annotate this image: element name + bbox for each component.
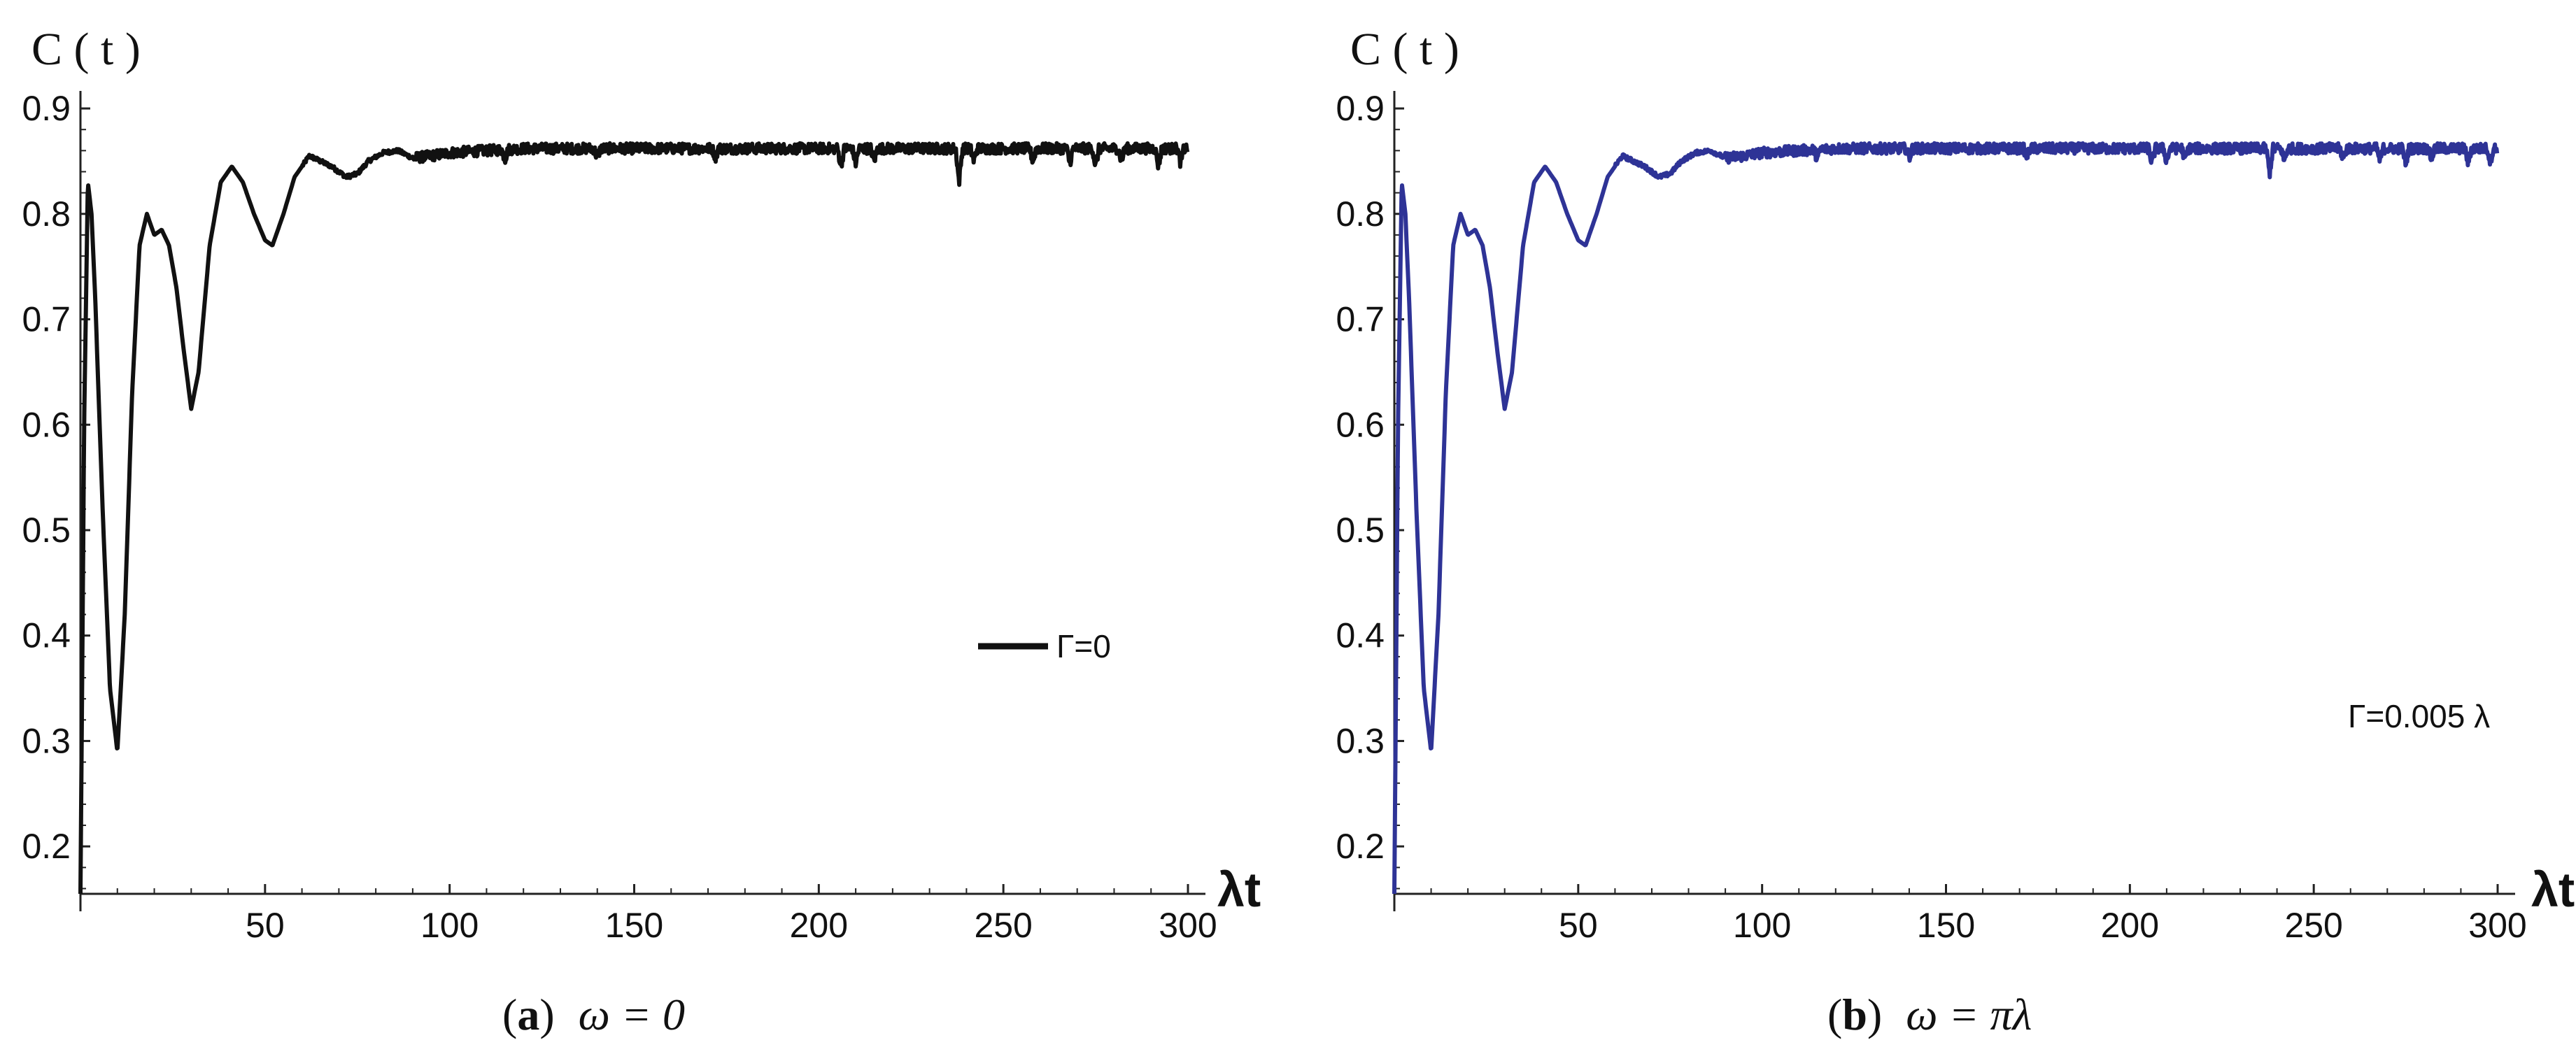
legend: Γ=0 (978, 628, 1111, 664)
y-tick-label: 0.6 (1336, 405, 1385, 444)
x-tick-label: 200 (2101, 906, 2159, 945)
y-axis: 0.2 0.3 0.4 0.5 0.6 0.7 0.8 0.9 (1336, 89, 1404, 911)
caption-close-paren: ) (539, 990, 554, 1039)
caption-open-paren: ( (502, 990, 517, 1039)
y-tick-label: 0.7 (22, 300, 71, 339)
legend-label: Γ=0 (1056, 628, 1111, 664)
y-axis: 0.2 0.3 0.4 0.5 0.6 0.7 0.8 0.9 (22, 89, 90, 911)
y-tick-label: 0.9 (22, 89, 71, 128)
x-tick-label: 250 (974, 906, 1032, 945)
caption-label: b (1842, 990, 1867, 1039)
y-tick-label: 0.2 (22, 827, 71, 866)
x-tick-label: 100 (420, 906, 479, 945)
caption: (a) ω = 0 (502, 990, 685, 1039)
caption-text: ω = 0 (579, 990, 685, 1039)
y-tick-label: 0.3 (22, 721, 71, 760)
y-tick-label: 0.9 (1336, 89, 1385, 128)
series-line (1392, 141, 2500, 895)
x-tick-label: 150 (1917, 906, 1975, 945)
x-axis: 50 100 150 200 250 300 (80, 884, 1217, 945)
y-tick-label: 0.2 (1336, 827, 1385, 866)
y-tick-label: 0.5 (22, 511, 71, 550)
x-tick-label: 250 (2284, 906, 2342, 945)
y-tick-label: 0.8 (22, 194, 71, 234)
caption-label: a (517, 990, 539, 1039)
panel-a: 0.2 0.3 0.4 0.5 0.6 0.7 0.8 0.9 50 100 150 200 250 3… (22, 24, 1261, 1039)
caption: (b) ω = πλ (1827, 990, 2032, 1039)
x-tick-label: 50 (246, 906, 285, 945)
panel-b: 0.2 0.3 0.4 0.5 0.6 0.7 0.8 0.9 50 100 150 200 250 3… (1336, 24, 2575, 1039)
caption-text: ω = πλ (1906, 990, 2032, 1039)
y-tick-label: 0.4 (1336, 616, 1385, 655)
y-tick-label: 0.5 (1336, 511, 1385, 550)
caption-open-paren: ( (1827, 990, 1842, 1039)
y-axis-label: C ( t ) (1350, 24, 1459, 75)
y-tick-label: 0.3 (1336, 721, 1385, 760)
y-tick-label: 0.7 (1336, 300, 1385, 339)
x-tick-label: 50 (1559, 906, 1598, 945)
caption-close-paren: ) (1867, 990, 1882, 1039)
series-line (78, 141, 1190, 895)
y-tick-label: 0.8 (1336, 194, 1385, 234)
x-axis-label: λt (1217, 862, 1261, 917)
y-tick-label: 0.6 (22, 405, 71, 444)
series (1392, 141, 2500, 895)
x-tick-label: 300 (1159, 906, 1217, 945)
x-tick-label: 200 (790, 906, 848, 945)
x-tick-label: 150 (605, 906, 663, 945)
series (78, 141, 1190, 895)
x-tick-label: 300 (2468, 906, 2526, 945)
legend: Γ=0.005 λ (2348, 698, 2490, 734)
x-tick-label: 100 (1733, 906, 1791, 945)
legend-label: Γ=0.005 λ (2348, 698, 2490, 734)
y-tick-label: 0.4 (22, 616, 71, 655)
x-axis: 50 100 150 200 250 300 (1394, 884, 2527, 945)
y-axis-label: C ( t ) (31, 24, 141, 75)
x-axis-label: λt (2531, 862, 2575, 917)
